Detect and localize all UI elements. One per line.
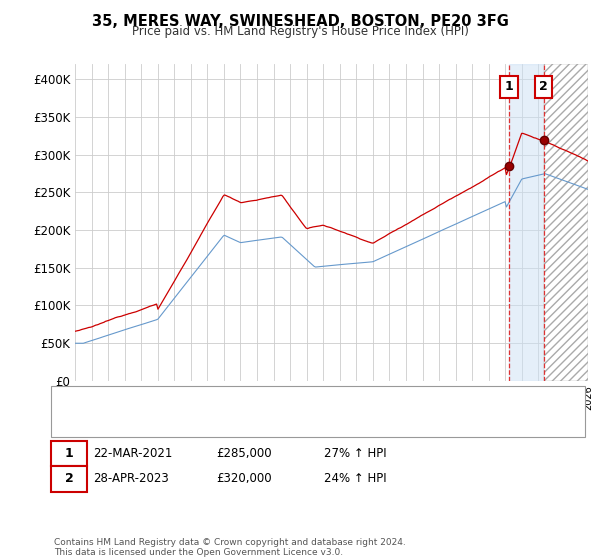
Text: 2: 2: [539, 81, 548, 94]
Text: 28-APR-2023: 28-APR-2023: [93, 472, 169, 486]
Bar: [544, 64, 588, 381]
Text: Contains HM Land Registry data © Crown copyright and database right 2024.
This d: Contains HM Land Registry data © Crown c…: [54, 538, 406, 557]
Bar: [544, 64, 588, 381]
Text: 1: 1: [505, 81, 513, 94]
Text: 27% ↑ HPI: 27% ↑ HPI: [324, 447, 386, 460]
Bar: [509, 64, 544, 381]
Text: 35, MERES WAY, SWINESHEAD, BOSTON, PE20 3FG (detached house): 35, MERES WAY, SWINESHEAD, BOSTON, PE20 …: [110, 394, 470, 404]
Text: Price paid vs. HM Land Registry's House Price Index (HPI): Price paid vs. HM Land Registry's House …: [131, 25, 469, 38]
Text: 1: 1: [65, 447, 73, 460]
Text: 22-MAR-2021: 22-MAR-2021: [93, 447, 172, 460]
Text: 2: 2: [65, 472, 73, 486]
Text: HPI: Average price, detached house, Boston: HPI: Average price, detached house, Bost…: [110, 417, 339, 427]
Text: 35, MERES WAY, SWINESHEAD, BOSTON, PE20 3FG: 35, MERES WAY, SWINESHEAD, BOSTON, PE20 …: [92, 14, 508, 29]
Text: £320,000: £320,000: [216, 472, 272, 486]
Text: 24% ↑ HPI: 24% ↑ HPI: [324, 472, 386, 486]
Text: £285,000: £285,000: [216, 447, 272, 460]
